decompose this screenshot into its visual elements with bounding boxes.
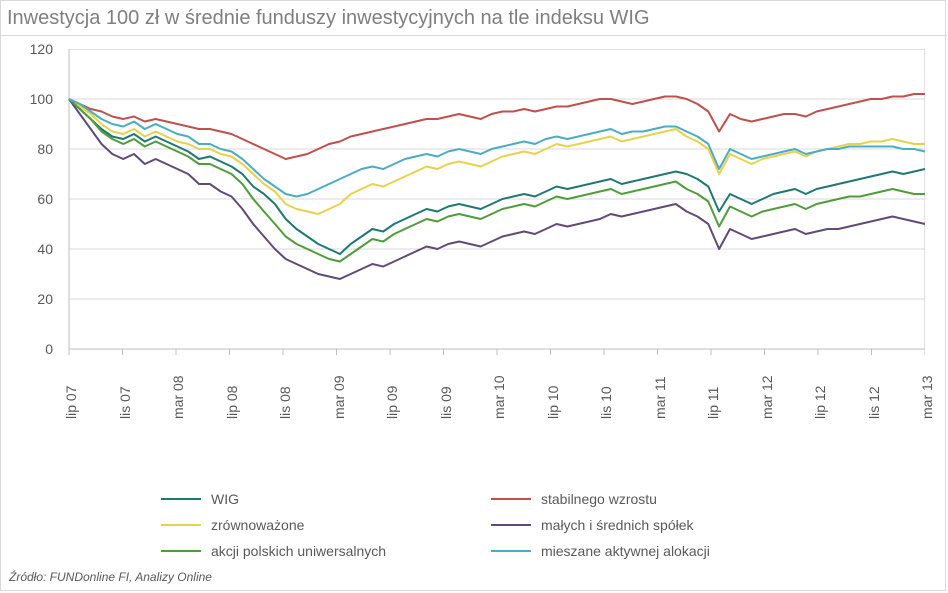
x-tick-label: lis 07 [117,386,133,419]
x-tick-label: lip 11 [705,387,721,419]
x-tick-label: mar 10 [491,375,507,419]
series-line [69,99,925,262]
legend: WIG stabilnego wzrostu zrównoważone małych … [161,491,801,559]
y-tick-label: 100 [21,91,53,107]
x-tick-label: lip 07 [63,386,79,419]
chart-area: 020406080100120 lip 07lis 07mar 08lip 08… [25,49,925,479]
legend-label: małych i średnich spółek [541,517,694,533]
legend-swatch [161,550,201,552]
plot-svg [25,49,925,409]
legend-item: akcji polskich uniwersalnych [161,543,471,559]
x-tick-label: mar 08 [170,375,186,419]
x-tick-label: mar 12 [759,375,775,419]
chart-title: Inwestycja 100 zł w średnie funduszy inw… [7,7,650,30]
legend-swatch [491,498,531,500]
legend-label: akcji polskich uniwersalnych [211,543,386,559]
legend-label: mieszane aktywnej alokacji [541,543,710,559]
title-underline [1,35,947,36]
x-tick-label: lis 09 [438,386,454,419]
y-tick-label: 20 [21,291,53,307]
y-tick-label: 80 [21,141,53,157]
x-tick-label: lip 09 [384,386,400,419]
legend-label: zrównoważone [211,517,304,533]
legend-item: małych i średnich spółek [491,517,801,533]
series-line [69,99,925,214]
x-tick-label: lip 10 [545,386,561,419]
legend-label: WIG [211,491,239,507]
legend-item: WIG [161,491,471,507]
legend-item: stabilnego wzrostu [491,491,801,507]
x-tick-label: lip 08 [224,386,240,419]
legend-swatch [491,550,531,552]
y-tick-label: 120 [21,41,53,57]
chart-container: Inwestycja 100 zł w średnie funduszy inw… [0,0,946,591]
x-tick-label: lip 12 [812,386,828,419]
y-tick-label: 0 [21,341,53,357]
legend-item: zrównoważone [161,517,471,533]
x-tick-label: lis 08 [277,386,293,419]
x-tick-label: mar 13 [919,375,935,419]
legend-label: stabilnego wzrostu [541,491,657,507]
source-text: Źródło: FUNDonline FI, Analizy Online [9,570,212,584]
legend-swatch [161,498,201,500]
x-tick-label: lis 12 [866,386,882,419]
y-tick-label: 40 [21,241,53,257]
legend-item: mieszane aktywnej alokacji [491,543,801,559]
legend-swatch [161,524,201,526]
legend-swatch [491,524,531,526]
x-tick-label: mar 11 [652,376,668,419]
x-tick-label: mar 09 [331,375,347,419]
y-tick-label: 60 [21,191,53,207]
x-tick-label: lis 10 [598,386,614,419]
